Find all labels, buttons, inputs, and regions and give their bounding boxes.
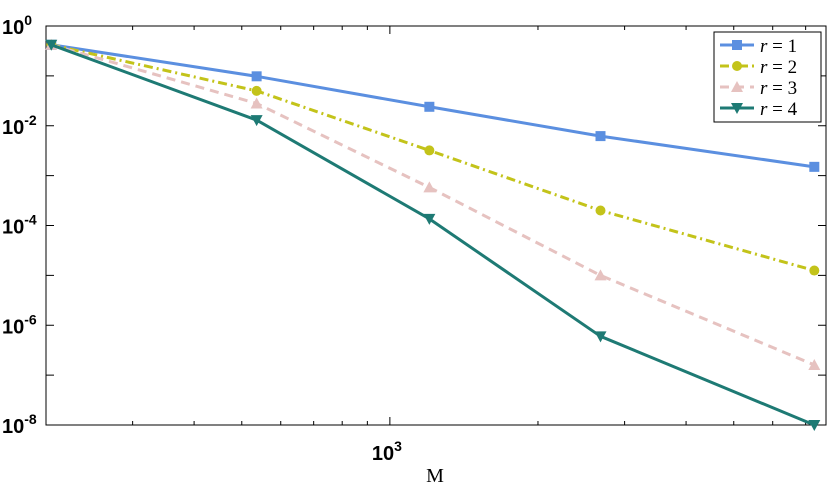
legend-eq: = 4 [767, 99, 797, 120]
legend-entry: r = 1 [720, 36, 797, 57]
data-point [595, 131, 606, 142]
legend-var: r [760, 78, 768, 99]
series-layer [45, 38, 821, 431]
legend-swatch-marker [731, 103, 743, 114]
legend-swatch-marker [732, 61, 742, 71]
legend-swatch-marker [732, 40, 742, 50]
series-r-2 [46, 39, 820, 276]
series-line [50, 43, 815, 272]
series-r-4 [45, 39, 821, 431]
x-tick-label: 103 [372, 438, 402, 465]
data-point [424, 145, 435, 156]
y-tick-base: 10 [2, 217, 24, 239]
x-tick-base: 10 [372, 443, 394, 465]
series-line [50, 43, 815, 367]
data-point [595, 205, 606, 216]
y-tick-base: 10 [2, 416, 24, 438]
legend-label: r = 4 [760, 99, 798, 120]
legend-label: r = 2 [760, 57, 797, 78]
data-point [808, 420, 821, 431]
y-tick-exponent: -8 [24, 411, 37, 427]
y-tick-base: 10 [2, 117, 24, 139]
data-point [594, 331, 607, 343]
data-point [250, 97, 263, 109]
data-point [423, 213, 436, 225]
legend-label: r = 1 [760, 36, 797, 57]
legend-entry: r = 3 [720, 78, 797, 99]
y-tick-label: 100 [2, 12, 32, 39]
y-tick-label: 10-6 [2, 311, 37, 338]
legend-eq: = 1 [767, 36, 797, 57]
data-point [250, 115, 263, 127]
legend-eq: = 2 [767, 57, 797, 78]
data-point [251, 71, 262, 82]
y-tick-exponent: -4 [24, 212, 37, 228]
data-point [45, 39, 58, 51]
data-point [809, 265, 820, 276]
y-tick-label: 10-2 [2, 112, 37, 139]
legend-entry: r = 4 [720, 99, 798, 120]
y-tick-label: 10-4 [2, 212, 37, 239]
x-axis-label: M [426, 465, 444, 486]
legend-var: r [760, 99, 768, 120]
legend-var: r [760, 57, 768, 78]
y-tick-base: 10 [2, 316, 24, 338]
legend: r = 1r = 2r = 3r = 4 [713, 31, 822, 123]
legend-var: r [760, 36, 768, 57]
data-point [251, 85, 262, 96]
legend-swatch-marker [731, 81, 743, 92]
series-r-3 [45, 38, 821, 370]
data-point [809, 161, 820, 172]
y-tick-exponent: 0 [24, 12, 32, 28]
y-tick-label: 10-8 [2, 411, 37, 438]
y-tick-exponent: -2 [24, 112, 37, 128]
y-tick-exponent: -6 [24, 311, 37, 327]
legend-label: r = 3 [760, 78, 797, 99]
x-tick-exponent: 3 [394, 438, 402, 454]
y-tick-base: 10 [2, 17, 24, 39]
legend-entry: r = 2 [720, 57, 797, 78]
legend-eq: = 3 [767, 78, 797, 99]
data-point [594, 269, 607, 281]
data-point [808, 358, 821, 370]
data-point [423, 181, 436, 193]
data-point [424, 101, 435, 112]
